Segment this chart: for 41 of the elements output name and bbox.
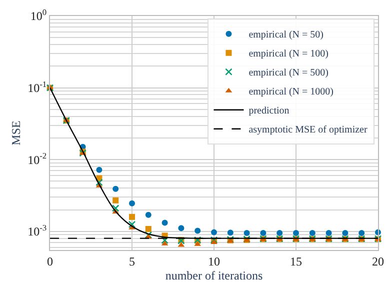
x-tick-label: 15 <box>290 254 302 268</box>
x-axis-title: number of iterations <box>165 268 263 282</box>
point <box>358 230 365 236</box>
point <box>112 197 119 204</box>
legend-label: empirical (N = 500) <box>248 68 328 79</box>
x-tick-label: 5 <box>129 254 135 268</box>
point <box>145 212 152 218</box>
point <box>145 226 152 232</box>
point <box>293 230 299 236</box>
point <box>112 204 120 212</box>
legend-label: empirical (N = 100) <box>248 48 328 60</box>
point <box>96 178 103 186</box>
point <box>162 220 168 226</box>
legend-label: asymptotic MSE of optimizer <box>248 124 368 136</box>
point <box>96 166 102 173</box>
y-tick-label: 10$^{-2}$ <box>28 152 47 167</box>
y-tick-label: 10$^{-3}$ <box>28 224 47 239</box>
point <box>128 220 136 228</box>
legend-label: empirical (N = 50) <box>248 30 324 41</box>
legend-label: prediction <box>248 106 290 117</box>
point <box>342 230 348 236</box>
point <box>112 186 119 192</box>
point <box>227 230 234 236</box>
y-tick-label: 10$^{-1}$ <box>28 80 47 95</box>
x-tick-label: 10 <box>208 254 220 268</box>
point <box>178 225 184 232</box>
y-axis-title: MSE <box>8 120 23 146</box>
point <box>144 231 152 239</box>
point <box>244 230 250 236</box>
x-tick-label: 20 <box>372 254 384 268</box>
legend-label: empirical (N = 1000) <box>248 86 334 98</box>
point <box>276 230 283 236</box>
y-tick-label: 10$^{0}$ <box>30 8 47 24</box>
point <box>326 230 332 236</box>
point <box>211 229 217 236</box>
point <box>309 230 316 236</box>
x-tick-label: 0 <box>47 254 53 268</box>
point <box>129 200 135 206</box>
point <box>129 214 135 220</box>
point <box>194 228 201 234</box>
point <box>260 230 266 236</box>
